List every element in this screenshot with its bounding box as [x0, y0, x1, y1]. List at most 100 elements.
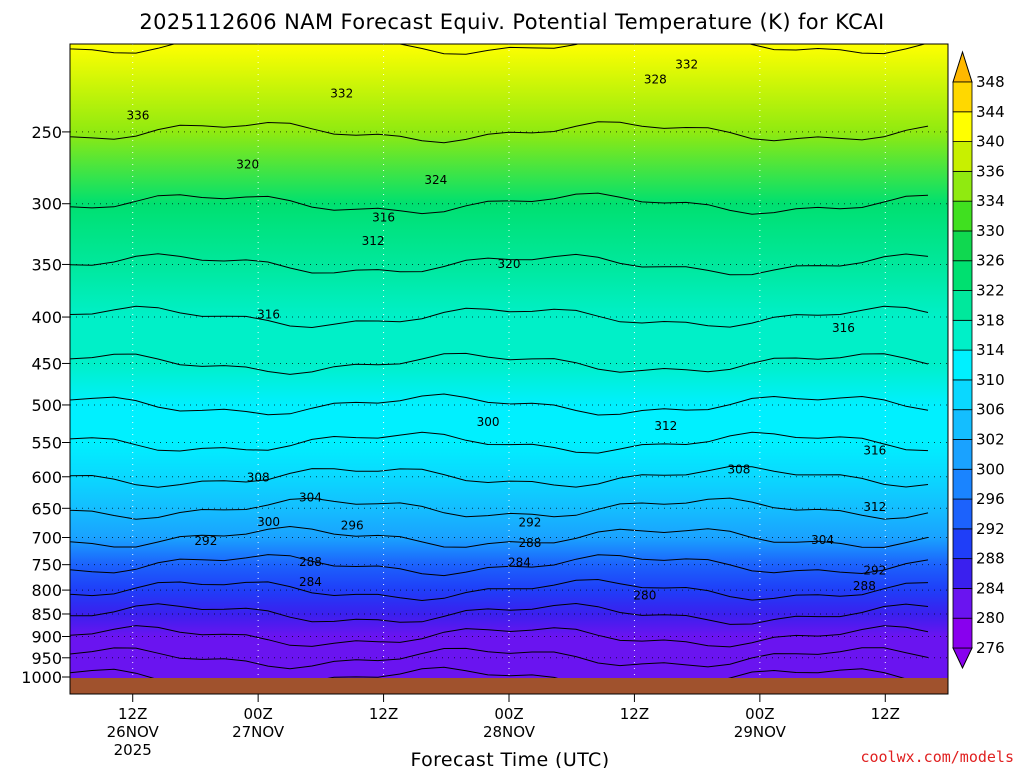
- contour-label: 288: [299, 555, 322, 569]
- contour-label: 284: [299, 575, 322, 589]
- contour-label: 328: [644, 72, 667, 86]
- x-tick-label: 26NOV: [107, 723, 160, 741]
- colorbar-swatch: [952, 558, 973, 589]
- y-axis: 250 300 350 400 450 500 550 600 650 700 750 800 850 9…: [21, 123, 70, 687]
- plot-area: 336 332 320 324 316 312 320 316 300 312 308 304 300 2…: [70, 44, 948, 678]
- x-tick-label: 12Z: [871, 705, 900, 723]
- colorbar-swatch: [952, 81, 973, 113]
- colorbar-label: 326: [976, 252, 1005, 270]
- chart-title: 2025112606 NAM Forecast Equiv. Potential…: [139, 10, 884, 34]
- colorbar-swatch: [952, 468, 973, 500]
- colorbar-label: 314: [976, 341, 1005, 359]
- contour-label: 292: [863, 563, 886, 577]
- y-tick-label: 400: [31, 308, 62, 327]
- y-tick-label: 650: [31, 499, 62, 518]
- contour-line: [70, 305, 929, 329]
- contour-line: [70, 602, 929, 625]
- contour-label: 320: [498, 257, 521, 271]
- contour-label: 304: [299, 490, 322, 504]
- contour-label: 316: [863, 443, 886, 457]
- colorbar-swatch: [952, 141, 973, 172]
- colorbar-arrow-down: [952, 647, 973, 670]
- x-tick-label: 27NOV: [232, 723, 285, 741]
- contour-label: 284: [508, 556, 531, 570]
- colorbar-swatch: [952, 439, 973, 470]
- colorbar-label: 340: [976, 133, 1005, 151]
- y-tick-label: 750: [31, 556, 62, 575]
- x-tick-label: 12Z: [118, 705, 147, 723]
- colorbar-swatch: [952, 588, 973, 619]
- contour-label: 316: [372, 210, 395, 224]
- x-tick-label: 12Z: [620, 705, 649, 723]
- y-tick-label: 450: [31, 354, 62, 373]
- colorbar-label: 280: [976, 609, 1005, 627]
- colorbar-label: 276: [976, 639, 1005, 657]
- colorbar-label: 330: [976, 222, 1005, 240]
- y-tick-label: 350: [31, 255, 62, 274]
- contour-label: 308: [727, 463, 750, 477]
- colorbar-label: 344: [976, 103, 1005, 121]
- colorbar-label: 288: [976, 550, 1005, 568]
- contour-line: [70, 253, 929, 276]
- colorbar-swatch: [952, 200, 973, 232]
- y-tick-label: 950: [31, 649, 62, 668]
- contour-label: 308: [247, 471, 270, 485]
- contour-label: 332: [675, 58, 698, 72]
- contour-label: 304: [811, 533, 834, 547]
- y-tick-label: 1000: [21, 668, 62, 687]
- y-tick-label: 700: [31, 528, 62, 547]
- grid-lines: [70, 44, 948, 678]
- y-tick-label: 500: [31, 396, 62, 415]
- contour-line: [70, 647, 929, 670]
- contour-line: [70, 497, 929, 520]
- colorbar-label: 310: [976, 371, 1005, 389]
- colorbar-arrow-up: [952, 50, 973, 83]
- contour-label: 324: [424, 173, 447, 187]
- colorbar-label: 322: [976, 282, 1005, 300]
- colorbar-swatch: [952, 111, 973, 142]
- contour-label: 320: [236, 158, 259, 172]
- contour-lines: [70, 44, 929, 678]
- colorbar-label: 306: [976, 401, 1005, 419]
- contour-line: [70, 192, 929, 215]
- contour-label: 336: [126, 108, 149, 122]
- colorbar-label: 334: [976, 192, 1005, 210]
- colorbar-swatch: [952, 617, 973, 649]
- contour-line: [70, 525, 929, 548]
- contour-line: [70, 44, 927, 55]
- colorbar-label: 300: [976, 460, 1005, 478]
- contour-line: [70, 578, 929, 602]
- contour-line: [70, 121, 929, 144]
- source-credit: coolwx.com/models: [860, 748, 1014, 766]
- x-axis-title: Forecast Time (UTC): [410, 749, 609, 768]
- contour-line: [70, 625, 929, 648]
- y-tick-label: 550: [31, 433, 62, 452]
- ground-strip: [70, 678, 948, 694]
- x-tick-label: 12Z: [369, 705, 398, 723]
- contour-labels: 336 332 320 324 316 312 320 316 300 312 308 304 300 2…: [126, 58, 886, 603]
- colorbar-swatch: [952, 170, 973, 202]
- contour-label: 288: [853, 579, 876, 593]
- contour-line: [70, 431, 929, 454]
- contour-label: 312: [362, 234, 385, 248]
- contour-line: [70, 393, 929, 416]
- contour-line: [70, 352, 929, 375]
- colorbar: 276 280 284 288 292 296 300 302 306 310 314 318 322 3…: [952, 50, 1005, 670]
- colorbar-swatch: [952, 230, 973, 262]
- contour-label: 296: [341, 519, 364, 533]
- x-tick-label: 29NOV: [734, 723, 787, 741]
- x-tick-label: 2025: [114, 741, 152, 759]
- y-tick-label: 800: [31, 581, 62, 600]
- colorbar-swatch: [952, 290, 973, 321]
- contour-label: 300: [477, 415, 500, 429]
- y-tick-label: 600: [31, 468, 62, 487]
- y-tick-label: 250: [31, 123, 62, 142]
- x-tick-label: 00Z: [494, 705, 523, 723]
- y-tick-label: 300: [31, 195, 62, 214]
- colorbar-label: 348: [976, 73, 1005, 91]
- colorbar-label: 302: [976, 430, 1005, 448]
- colorbar-label: 284: [976, 579, 1005, 597]
- contour-label: 292: [194, 534, 217, 548]
- contour-line: [70, 465, 929, 488]
